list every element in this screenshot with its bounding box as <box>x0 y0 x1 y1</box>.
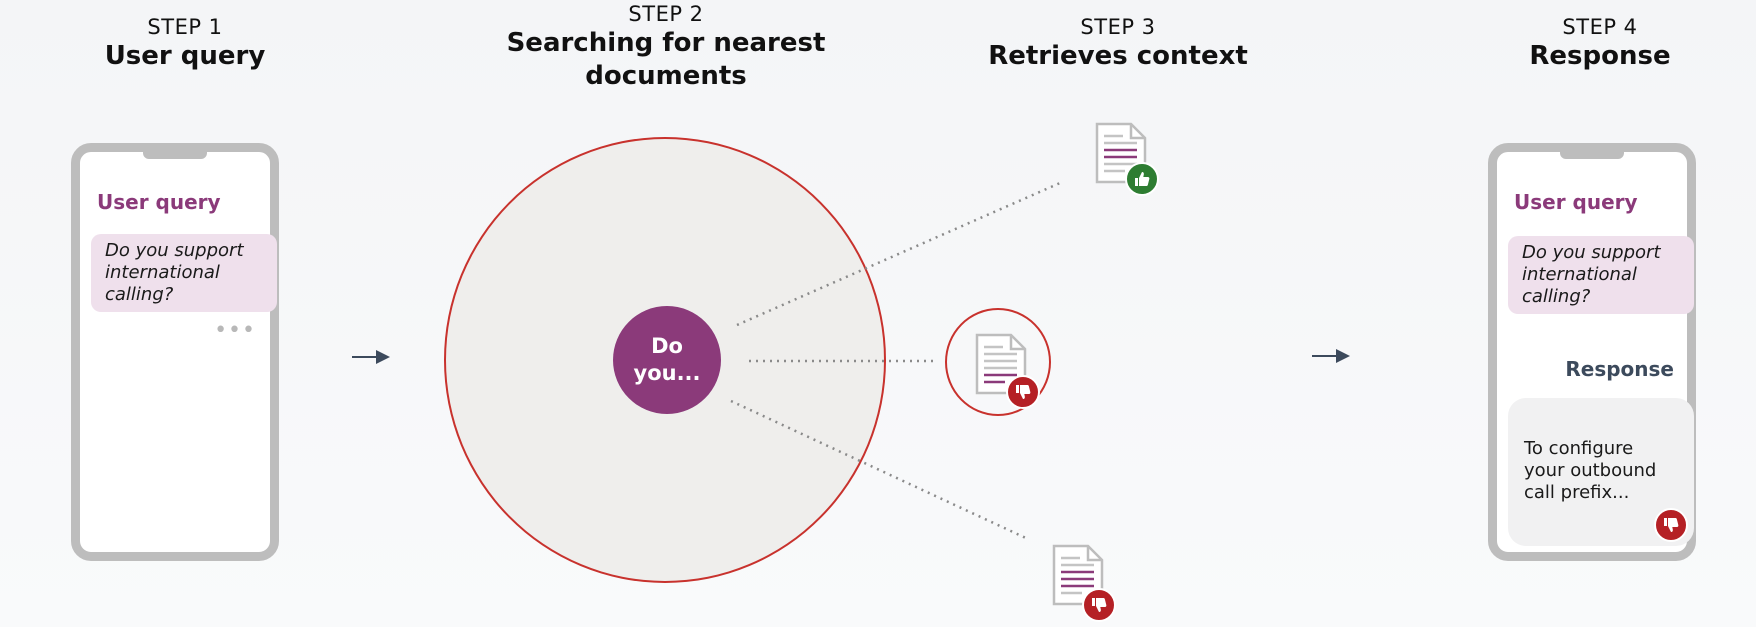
thumbs-down-icon <box>1082 588 1116 622</box>
line-to-top-document <box>736 181 1061 327</box>
step-3-heading: STEP 3 Retrieves context <box>948 14 1288 73</box>
step-number: STEP 4 <box>1562 15 1638 39</box>
query-line-2: international <box>105 262 220 283</box>
phone-notch <box>143 143 207 159</box>
query-embedding-node: Do you... <box>613 306 721 414</box>
thumbs-down-icon <box>1654 508 1688 542</box>
document-top <box>1095 122 1159 198</box>
step-number: STEP 1 <box>147 15 223 39</box>
query-line-3: calling? <box>105 284 174 305</box>
step-title: Response <box>1529 41 1671 71</box>
phone-user-query: User query Do you support international … <box>71 143 279 561</box>
thumbs-up-icon <box>1125 162 1159 196</box>
user-query-bubble: Do you support international calling? <box>91 234 277 312</box>
response-line-2: your outbound <box>1524 460 1657 481</box>
step-number: STEP 2 <box>628 2 704 26</box>
step-number: STEP 3 <box>1080 15 1156 39</box>
arrow-right-icon <box>1312 349 1350 363</box>
query-node-line-1: Do <box>651 334 683 358</box>
response-label: Response <box>1565 357 1674 381</box>
query-line-1: Do you support <box>105 240 244 261</box>
phone-notch <box>1560 143 1624 159</box>
step-title: User query <box>104 41 266 71</box>
line-to-bottom-document <box>730 399 1029 541</box>
document-middle <box>975 333 1040 409</box>
step-1-heading: STEP 1 User query <box>70 14 300 73</box>
step-title: Retrieves context <box>988 41 1248 71</box>
document-bottom <box>1052 544 1116 622</box>
step-title-line-2: documents <box>585 61 747 91</box>
query-line-2: international <box>1522 264 1637 285</box>
user-query-label: User query <box>97 190 221 214</box>
thumbs-down-icon <box>1006 375 1040 409</box>
query-node-line-2: you... <box>633 361 701 385</box>
query-line-1: Do you support <box>1522 242 1661 263</box>
selected-document-ring <box>945 308 1051 416</box>
response-line-3: call prefix... <box>1524 482 1630 503</box>
step-title-line-1: Searching for nearest <box>506 28 826 58</box>
step-4-heading: STEP 4 Response <box>1500 14 1700 73</box>
response-bubble: To configure your outbound call prefix..… <box>1508 398 1694 546</box>
step-2-heading: STEP 2 Searching for nearest documents <box>466 1 866 93</box>
user-query-bubble: Do you support international calling? <box>1508 236 1694 314</box>
query-line-3: calling? <box>1522 286 1591 307</box>
response-line-1: To configure <box>1524 438 1634 459</box>
phone-response: User query Do you support international … <box>1488 143 1696 561</box>
arrow-right-icon <box>352 350 390 364</box>
user-query-label: User query <box>1514 190 1638 214</box>
